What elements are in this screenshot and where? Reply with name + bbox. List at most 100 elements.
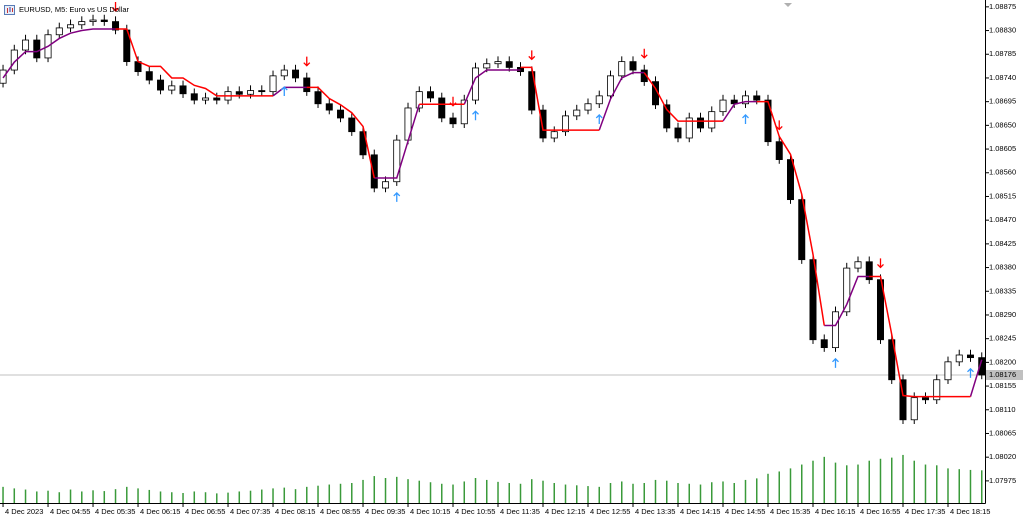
candle-body [955,354,963,363]
candle-body [494,61,502,65]
sell-arrow [528,50,536,61]
y-tick-label: 1.08245 [989,334,1016,343]
sell-arrow [112,2,119,12]
x-tick-label: 4 Dec 18:15 [950,507,990,516]
last-price-box [986,370,1023,381]
y-tick-label: 1.08290 [989,310,1016,319]
x-tick-label: 4 Dec 09:35 [365,507,405,516]
candle-body [269,75,277,93]
y-tick-label: 1.08065 [989,428,1016,437]
x-tick-label: 4 Dec 08:55 [320,507,360,516]
y-tick-label: 1.08605 [989,144,1016,153]
x-tick-label: 4 Dec 07:35 [230,507,270,516]
x-tick-label: 4 Dec 14:15 [680,507,720,516]
x-tick-label: 4 Dec 13:35 [635,507,675,516]
candle-body [753,95,761,101]
candle-body [303,77,311,93]
y-tick-label: 1.08020 [989,452,1016,461]
y-tick-label: 1.08695 [989,97,1016,106]
candle-body [854,261,862,269]
candle-body [370,154,378,189]
x-tick-label: 4 Dec 17:35 [905,507,945,516]
candle-body [168,85,176,91]
candle-body [348,117,356,133]
candle-body [843,267,851,313]
candle-body [573,109,581,117]
x-tick-label: 4 Dec 16:15 [815,507,855,516]
candle-body [629,61,637,71]
stop-line [115,28,971,398]
candle-body [67,24,75,29]
candle-body [607,75,615,97]
candle-body [820,339,828,349]
y-tick-label: 1.08335 [989,286,1016,295]
candle-body [78,21,86,26]
candle-body [483,63,491,69]
candle-body [809,259,817,341]
symbol-icon [4,5,15,15]
candle-body [618,61,626,77]
candle-body [966,354,974,359]
candle-body [787,159,794,201]
candle-body [247,90,255,95]
candle-body [314,91,322,105]
y-tick-label: 1.07975 [989,476,1016,485]
x-tick-label: 4 Dec 15:35 [770,507,810,516]
buy-arrow [595,114,603,124]
x-tick-label: 4 Dec 12:15 [545,507,585,516]
candle-body [944,361,952,381]
y-tick-label: 1.08200 [989,357,1016,366]
chart-title: EURUSD, M5: Euro vs US Dollar [19,5,130,14]
candle-body [764,99,772,143]
candle-body [382,181,390,189]
candle-body [292,69,300,79]
last-price-label: 1.08176 [989,370,1016,379]
buy-arrow [393,192,401,202]
candle-body [393,139,401,183]
sell-arrow [449,96,457,107]
candle-body [112,21,120,31]
buy-arrow [967,367,974,378]
candle-body [888,339,896,381]
candle-body [865,261,873,281]
candle-body [832,311,839,349]
sell-arrow [640,48,648,59]
y-tick-label: 1.08785 [989,49,1016,58]
x-tick-label: 4 Dec 10:15 [410,507,450,516]
y-tick-label: 1.08425 [989,239,1016,248]
candle-body [235,91,243,95]
y-tick-label: 1.08875 [989,2,1016,11]
candle-body [55,27,63,36]
candle-body [719,99,727,113]
candle-body [213,97,221,101]
sell-arrow [303,56,311,67]
candle-body [438,97,446,119]
candle-body [584,103,592,111]
candle-body [742,95,749,105]
candle-body [539,109,547,139]
stop-line [2,28,983,397]
candle-body [427,91,435,99]
y-tick-label: 1.08515 [989,191,1016,200]
x-tick-label: 4 Dec 12:55 [590,507,630,516]
y-tick-label: 1.08470 [989,215,1016,224]
candle-body [550,131,558,139]
candle-body [685,117,693,139]
buy-arrow [280,86,288,97]
plot-area [0,2,986,503]
candle-body [190,93,198,101]
candle-body [460,99,468,125]
candle-body [775,141,783,160]
candle-body [415,91,423,109]
candle-body [978,357,986,376]
y-tick-label: 1.08380 [989,263,1016,272]
x-tick-label: 4 Dec 06:15 [140,507,180,516]
candle-body [145,71,153,81]
candle-body [708,111,716,129]
shift-marker [784,3,792,7]
y-tick-label: 1.08560 [989,168,1016,177]
candle-body [33,39,41,59]
candle-body [449,117,457,125]
candle-body [179,85,187,95]
